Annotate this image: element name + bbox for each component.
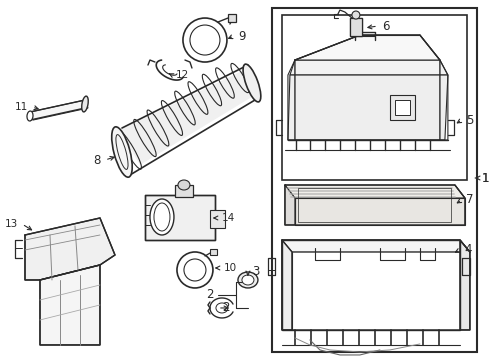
- Ellipse shape: [178, 180, 190, 190]
- Text: 9: 9: [238, 30, 245, 42]
- Text: 5: 5: [466, 113, 473, 126]
- Text: 6: 6: [382, 19, 390, 32]
- Ellipse shape: [184, 259, 206, 281]
- Text: 11: 11: [15, 102, 28, 112]
- Polygon shape: [285, 185, 465, 198]
- Polygon shape: [285, 185, 295, 225]
- Bar: [390, 95, 415, 120]
- Text: 14: 14: [222, 213, 235, 223]
- Bar: [298, 188, 451, 222]
- Ellipse shape: [190, 25, 220, 55]
- Polygon shape: [290, 60, 448, 75]
- Bar: [210, 210, 225, 228]
- Ellipse shape: [177, 252, 213, 288]
- Polygon shape: [120, 68, 260, 165]
- Bar: [228, 14, 236, 22]
- Polygon shape: [295, 198, 465, 225]
- Bar: [210, 249, 217, 255]
- Ellipse shape: [352, 11, 360, 19]
- Ellipse shape: [27, 111, 33, 121]
- Bar: [175, 185, 193, 197]
- Ellipse shape: [238, 272, 258, 288]
- Polygon shape: [295, 35, 440, 60]
- Bar: [282, 240, 460, 330]
- Polygon shape: [282, 240, 470, 252]
- Ellipse shape: [242, 275, 254, 285]
- Text: 10: 10: [224, 263, 237, 273]
- Bar: [395, 100, 410, 115]
- Text: 12: 12: [176, 70, 189, 80]
- Text: 4: 4: [464, 243, 471, 256]
- Polygon shape: [30, 100, 88, 120]
- Ellipse shape: [150, 199, 174, 235]
- Bar: [282, 15, 467, 180]
- Bar: [272, 8, 477, 352]
- Ellipse shape: [112, 127, 132, 177]
- Ellipse shape: [82, 96, 88, 112]
- Text: 13: 13: [5, 219, 18, 229]
- Text: 1: 1: [482, 171, 490, 185]
- Text: 8: 8: [94, 153, 101, 167]
- Polygon shape: [460, 240, 470, 330]
- Text: 3: 3: [252, 265, 259, 279]
- Ellipse shape: [243, 64, 261, 102]
- Polygon shape: [145, 195, 215, 240]
- Text: 2: 2: [222, 301, 229, 315]
- Polygon shape: [25, 218, 115, 280]
- Ellipse shape: [183, 18, 227, 62]
- Polygon shape: [282, 240, 292, 330]
- Bar: [350, 18, 362, 36]
- Text: 2: 2: [206, 288, 214, 301]
- Text: 7: 7: [466, 193, 473, 207]
- Polygon shape: [40, 265, 100, 345]
- Polygon shape: [288, 75, 448, 140]
- Text: 1: 1: [482, 171, 490, 185]
